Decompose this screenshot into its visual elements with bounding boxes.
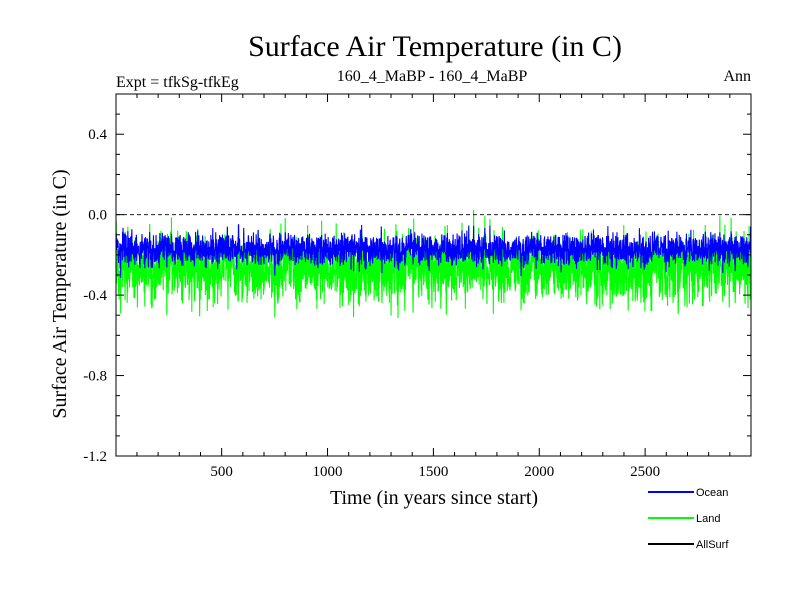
experiment-label: Expt = tfkSg-tfkEg — [116, 74, 239, 91]
legend-label-allsurf: AllSurf — [696, 539, 729, 551]
legend: Ocean Land AllSurf — [648, 487, 729, 551]
season-label: Ann — [723, 68, 751, 85]
axes: 500 1000 1500 2000 2500 -1.2 -0.8 -0.4 0.0 0.4 — [83, 93, 752, 480]
plot-area — [115, 210, 752, 318]
y-tick-label: 0.0 — [88, 208, 107, 224]
x-axis-label: Time (in years since start) — [330, 487, 538, 509]
y-tick-label: -0.4 — [83, 288, 107, 304]
y-tick-label: 0.4 — [88, 127, 107, 143]
series-ocean-line — [115, 224, 752, 278]
period-label: 160_4_MaBP - 160_4_MaBP — [337, 68, 528, 85]
legend-label-land: Land — [696, 513, 720, 525]
y-tick-label: -1.2 — [83, 449, 107, 465]
x-tick-label: 500 — [210, 464, 233, 480]
x-tick-label: 1000 — [313, 464, 343, 480]
chart-title: Surface Air Temperature (in C) — [248, 30, 622, 63]
legend-label-ocean: Ocean — [696, 487, 728, 499]
x-tick-label: 1500 — [418, 464, 448, 480]
series-land-line — [115, 210, 752, 318]
x-tick-label: 2500 — [630, 464, 660, 480]
y-axis-label: Surface Air Temperature (in C) — [49, 169, 71, 418]
x-tick-label: 2000 — [524, 464, 554, 480]
y-tick-label: -0.8 — [83, 369, 107, 385]
